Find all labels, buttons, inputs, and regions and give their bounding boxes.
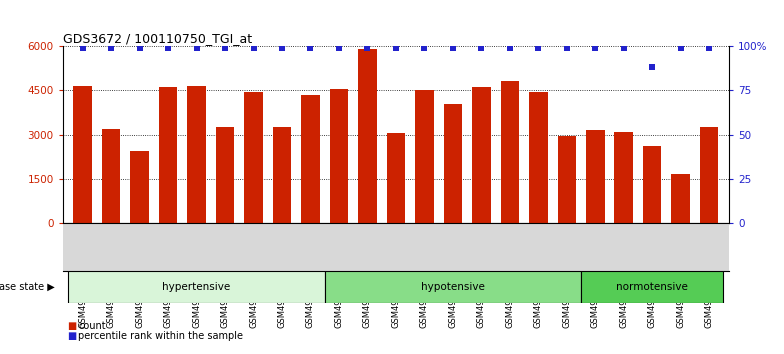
Text: disease state ▶: disease state ▶ [0,282,55,292]
Bar [500,81,519,223]
Bar [187,86,206,223]
Bar [301,95,320,223]
Point [447,45,459,51]
Bar [529,92,547,223]
Bar [387,133,405,223]
Bar [159,87,177,223]
Point [76,45,89,51]
Point [674,45,687,51]
Bar [330,89,348,223]
Bar [68,271,325,303]
Bar [216,127,234,223]
Text: hypertensive: hypertensive [162,282,230,292]
Point [390,45,402,51]
Point [276,45,289,51]
Point [589,45,601,51]
Bar [700,127,718,223]
Bar [245,92,263,223]
Point [503,45,516,51]
Point [618,45,630,51]
Point [105,45,118,51]
Bar [102,129,121,223]
Point [133,45,146,51]
Text: count: count [78,321,106,331]
Text: ■: ■ [67,331,76,341]
Bar [581,271,724,303]
Point [332,45,345,51]
Text: ■: ■ [67,321,76,331]
Bar [325,271,581,303]
Text: hypotensive: hypotensive [421,282,485,292]
Point [561,45,573,51]
Bar [444,103,462,223]
Point [475,45,488,51]
Point [703,45,716,51]
Bar [615,132,633,223]
Point [304,45,317,51]
Text: normotensive: normotensive [616,282,688,292]
Point [247,45,260,51]
Bar [671,175,690,223]
Bar [130,151,149,223]
Bar [358,49,376,223]
Bar [273,127,292,223]
Bar [586,130,604,223]
Point [361,45,374,51]
Bar [416,90,434,223]
Point [532,45,545,51]
Bar [472,87,491,223]
Point [219,45,231,51]
Point [191,45,203,51]
Bar [643,146,662,223]
Point [646,64,659,70]
Text: GDS3672 / 100110750_TGI_at: GDS3672 / 100110750_TGI_at [63,32,252,45]
Bar [74,86,92,223]
Bar [557,136,576,223]
Point [418,45,430,51]
Text: percentile rank within the sample: percentile rank within the sample [78,331,243,341]
Point [162,45,174,51]
